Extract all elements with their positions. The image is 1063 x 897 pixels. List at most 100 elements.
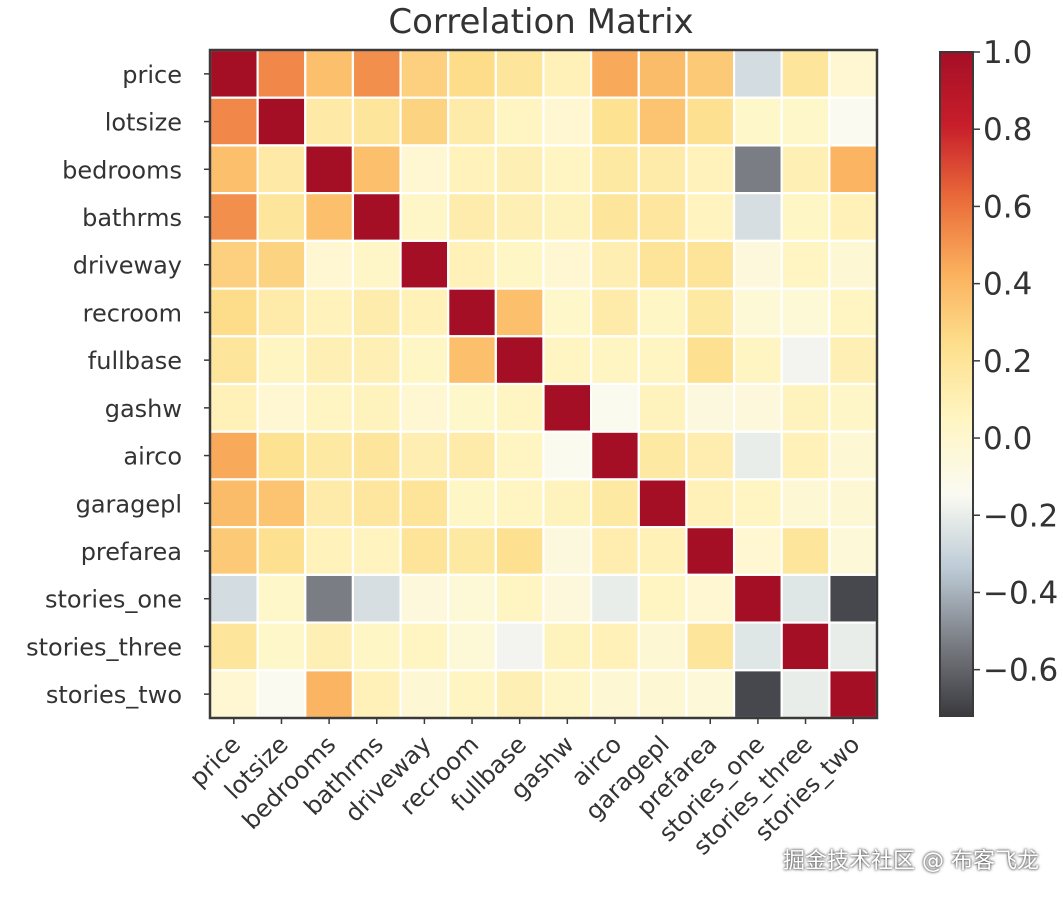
heatmap-cell-price-stories_one [732,48,783,99]
heatmap-cell-prefarea-stories_three [780,526,831,576]
heatmap-cell-gashw-recroom [447,382,497,433]
heatmap-cell-recroom-lotsize [256,287,307,338]
heatmap-cell-stories_one-airco [590,573,640,624]
heatmap-cell-stories_three-stories_one [732,621,783,672]
heatmap-cell-garagepl-stories_two [828,478,879,529]
heatmap-cell-price-bedrooms [304,48,355,99]
row-labels: price lotsize bedrooms bathrms driveway recro… [26,61,182,709]
heatmap-cell-airco-lotsize [256,430,307,481]
heatmap-cell-driveway-prefarea [685,239,736,290]
heatmap-cell-lotsize-airco [590,96,640,147]
heatmap-cell-stories_two-bathrms [351,669,402,720]
heatmap-cell-fullbase-driveway [399,335,450,386]
heatmap-cell-recroom-stories_one [732,287,783,338]
heatmap-cell-driveway-recroom [447,239,497,290]
heatmap-cell-driveway-price [208,239,259,290]
heatmap-cell-prefarea-garagepl [637,526,688,576]
heatmap-cell-bedrooms-garagepl [637,144,688,195]
row-label-garagepl: garagepl [76,490,182,518]
heatmap-cell-garagepl-stories_three [780,478,831,529]
heatmap-cell-price-stories_two [828,48,879,99]
heatmap-cell-bedrooms-lotsize [256,144,307,195]
heatmap-cell-airco-stories_one [732,430,783,481]
heatmap-cell-airco-garagepl [637,430,688,481]
heatmap-cell-stories_two-stories_two [828,669,879,720]
heatmap-cell-driveway-fullbase [494,239,545,290]
heatmap-cell-bedrooms-airco [590,144,640,195]
heatmap-cell-gashw-airco [590,382,640,433]
heatmap-cell-stories_three-fullbase [494,621,545,672]
heatmap-cell-stories_three-airco [590,621,640,672]
heatmap-cell-airco-gashw [542,430,593,481]
heatmap-cell-lotsize-price [208,96,259,147]
heatmap-cell-lotsize-stories_three [780,96,831,147]
row-label-prefarea: prefarea [81,538,182,566]
heatmap-cell-lotsize-prefarea [685,96,736,147]
heatmap-cell-recroom-recroom [447,287,497,338]
heatmap-cell-recroom-driveway [399,287,450,338]
row-label-lotsize: lotsize [105,109,182,137]
heatmap-cell-gashw-fullbase [494,382,545,433]
heatmap-cell-garagepl-airco [590,478,640,529]
heatmap-cell-garagepl-fullbase [494,478,545,529]
heatmap-cell-gashw-bedrooms [304,382,355,433]
heatmap-cell-bathrms-airco [590,192,640,242]
heatmap-cell-prefarea-bathrms [351,526,402,576]
heatmap-cell-fullbase-price [208,335,259,386]
heatmap-cell-stories_one-prefarea [685,573,736,624]
heatmap-cell-price-driveway [399,48,450,99]
heatmap-cell-recroom-bathrms [351,287,402,338]
heatmap-cell-bedrooms-bathrms [351,144,402,195]
row-label-airco: airco [123,443,182,471]
chart-title: Correlation Matrix [388,2,693,42]
heatmap-cell-prefarea-bedrooms [304,526,355,576]
heatmap-cell-bathrms-bathrms [351,192,402,242]
heatmap-cell-recroom-garagepl [637,287,688,338]
heatmap-cell-lotsize-lotsize [256,96,307,147]
colorbar-tick-label: 1.0 [983,35,1032,71]
heatmap-cell-recroom-prefarea [685,287,736,338]
heatmap-cell-stories_two-recroom [447,669,497,720]
heatmap-cell-stories_three-lotsize [256,621,307,672]
heatmap-cell-driveway-stories_three [780,239,831,290]
heatmap-cell-lotsize-gashw [542,96,593,147]
heatmap-cell-garagepl-gashw [542,478,593,529]
heatmap-cell-airco-stories_three [780,430,831,481]
heatmap-cell-recroom-bedrooms [304,287,355,338]
heatmap-cell-lotsize-stories_two [828,96,879,147]
heatmap-cell-price-stories_three [780,48,831,99]
heatmap-cell-stories_one-garagepl [637,573,688,624]
heatmap-cell-fullbase-stories_one [732,335,783,386]
heatmap-cell-garagepl-stories_one [732,478,783,529]
heatmap-cell-gashw-prefarea [685,382,736,433]
heatmap-cell-airco-price [208,430,259,481]
row-label-price: price [122,61,182,89]
heatmap-cell-fullbase-fullbase [494,335,545,386]
heatmap-cell-gashw-driveway [399,382,450,433]
heatmap-cell-bedrooms-prefarea [685,144,736,195]
heatmap-cell-stories_two-prefarea [685,669,736,720]
heatmap-cell-prefarea-gashw [542,526,593,576]
heatmap-cell-stories_one-bathrms [351,573,402,624]
heatmap-cell-bedrooms-fullbase [494,144,545,195]
heatmap-cell-prefarea-driveway [399,526,450,576]
heatmap-cell-fullbase-stories_two [828,335,879,386]
heatmap-cell-driveway-driveway [399,239,450,290]
heatmap-cell-stories_three-driveway [399,621,450,672]
heatmap-cell-airco-recroom [447,430,497,481]
heatmap-cell-fullbase-lotsize [256,335,307,386]
heatmap-cell-driveway-gashw [542,239,593,290]
heatmap-cell-lotsize-bedrooms [304,96,355,147]
heatmap-cell-stories_three-price [208,621,259,672]
heatmap-cell-stories_three-garagepl [637,621,688,672]
heatmap-cell-garagepl-prefarea [685,478,736,529]
heatmap-cell-bathrms-gashw [542,192,593,242]
heatmap-cell-airco-airco [590,430,640,481]
heatmap-cell-bathrms-recroom [447,192,497,242]
heatmap-cell-price-prefarea [685,48,736,99]
heatmap-cell-bedrooms-stories_one [732,144,783,195]
heatmap-cell-prefarea-prefarea [685,526,736,576]
heatmap-cell-stories_two-stories_three [780,669,831,720]
heatmap-cell-bedrooms-driveway [399,144,450,195]
heatmap-cell-stories_three-recroom [447,621,497,672]
